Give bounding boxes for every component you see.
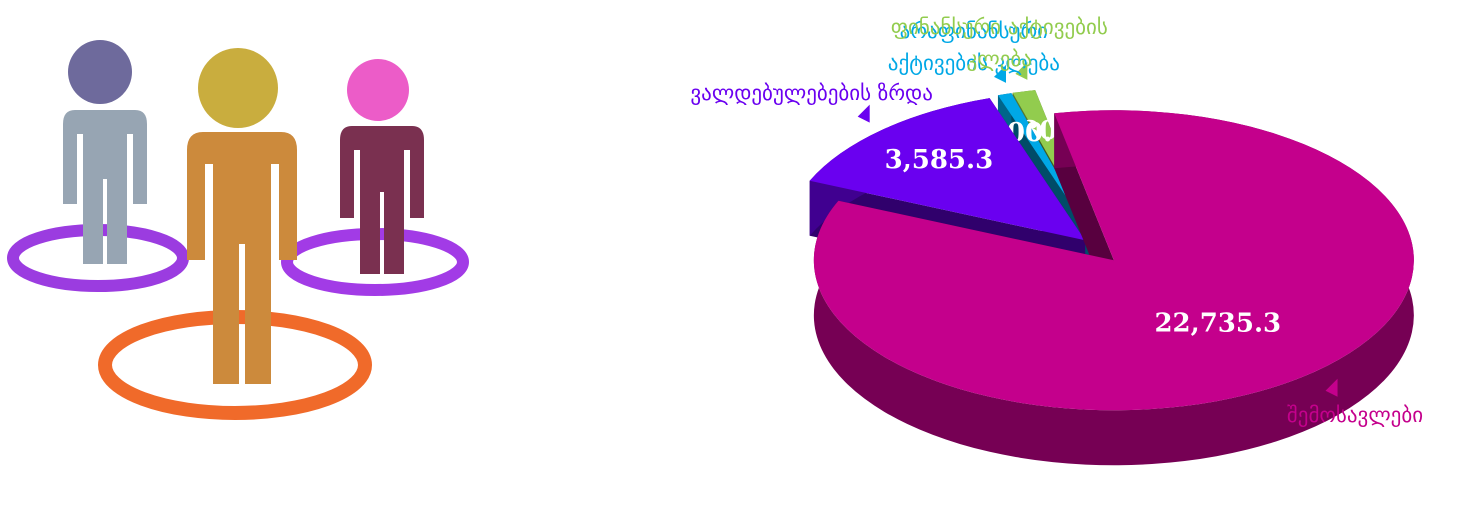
label-pointer [993, 64, 1006, 83]
label-pointer [857, 104, 870, 123]
value-label: 3,585.3 [885, 145, 994, 175]
people-illustration [7, 40, 469, 420]
body [63, 110, 147, 264]
body [340, 126, 424, 274]
category-label: ვალდებულებების ზრდა [690, 81, 933, 106]
head [198, 48, 278, 128]
label-pointer [1325, 378, 1338, 397]
body [187, 132, 297, 384]
slice-top [813, 110, 1414, 411]
category-label: ფინანსური აქტივების კლება [890, 15, 1108, 72]
head [347, 59, 409, 121]
slice-top [809, 98, 1086, 241]
category-label: შემოსავლები [1286, 403, 1424, 428]
category-label: არაფინანსური აქტივების კლება [887, 18, 1060, 75]
label-pointer [1015, 61, 1028, 80]
pie-slice [813, 110, 1414, 466]
value-label: 22,735.3 [1154, 308, 1281, 338]
head [68, 40, 132, 104]
